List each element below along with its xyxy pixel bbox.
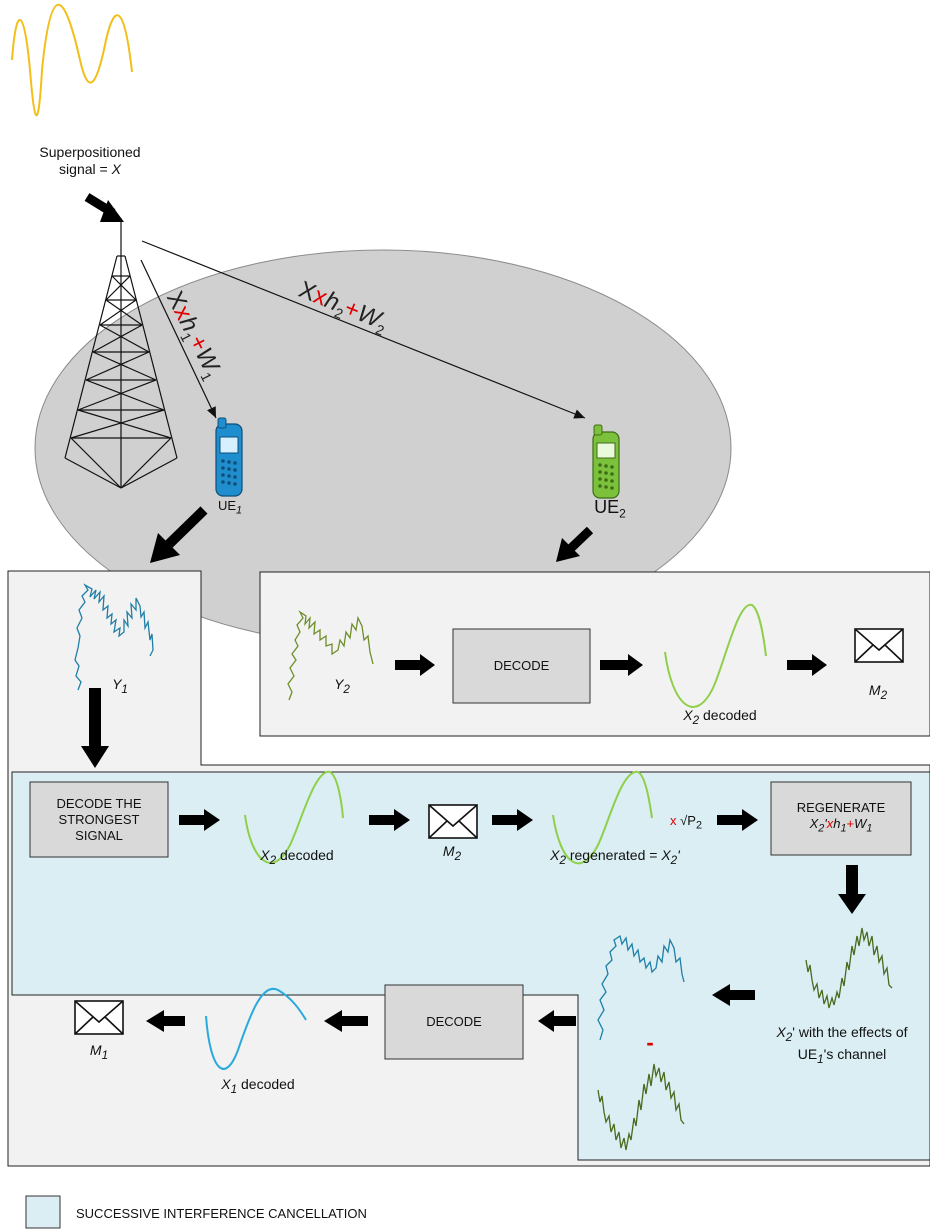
- m2-label-sic: M2: [442, 843, 462, 863]
- envelope-icon: [74, 1000, 124, 1035]
- arrow-to-regenerate: [717, 809, 758, 831]
- arrow-regenerate-down: [838, 865, 866, 914]
- x2-channel-copy-wave: [597, 1063, 685, 1151]
- y1-received-wave: [74, 583, 154, 691]
- envelope-icon: [428, 804, 478, 839]
- ue2-decode-label: DECODE: [493, 658, 550, 673]
- link-to-ue2: [141, 240, 586, 419]
- arrow-y1-to-sic: [81, 688, 109, 768]
- decode-strongest-box: [29, 781, 169, 858]
- ue1-label: UE1: [217, 498, 243, 517]
- x2-regenerated-label: X2 regenerated = X2': [550, 847, 680, 867]
- bottom-decode-label: DECODE: [426, 1014, 482, 1029]
- x2-decoded-wave-sic: [244, 770, 344, 864]
- y1-label: Y1: [112, 676, 128, 696]
- x1-decoded-label: X1 decoded: [221, 1076, 295, 1096]
- x2-decoded-wave-ue2: [664, 603, 767, 708]
- arrow-effects-to-subtract: [712, 984, 755, 1006]
- m1-label: M1: [89, 1042, 109, 1062]
- base-station-tower: [64, 218, 178, 489]
- sic-panel: [11, 771, 930, 1161]
- subtract-sign: -: [646, 1030, 654, 1055]
- legend-swatch: [25, 1195, 61, 1229]
- arrow-ue2-to-panel: [556, 526, 594, 562]
- arrow-subtract-to-decode: [538, 1010, 576, 1032]
- arrow-ue1-to-panel: [150, 506, 208, 563]
- superpositioned-signal-wave: [11, 4, 133, 116]
- y1-copy-wave: [597, 934, 685, 1041]
- ue2-panel: [259, 571, 930, 737]
- x1-decoded-wave: [205, 987, 307, 1070]
- y2-label: Y2: [334, 676, 350, 696]
- x2-decoded-label-sic: X2 decoded: [260, 847, 334, 867]
- power-scaling-label: x √P2: [670, 813, 702, 832]
- arrow-x2-to-m2: [787, 654, 827, 676]
- x2-effects-label: X2' with the effects of UE1's channel: [776, 1024, 908, 1066]
- ue2-label: UE2: [594, 497, 626, 521]
- arrow-y2-to-decode: [395, 654, 435, 676]
- arrow-x2-to-m2-sic: [369, 809, 410, 831]
- arrow-decode-to-x1: [324, 1010, 368, 1032]
- arrow-x1-to-m1: [146, 1010, 185, 1032]
- x2-with-channel-wave: [805, 927, 893, 1009]
- bottom-decode-box: [384, 984, 524, 1060]
- ue2-decode-box: [452, 628, 591, 704]
- arrow-signal-to-tower: [84, 193, 124, 222]
- arrow-decode-to-x2-sic: [179, 809, 220, 831]
- m2-label-ue2: M2: [868, 682, 888, 702]
- ue1-phone: [215, 417, 243, 497]
- decode-strongest-label: DECODE THE STRONGEST SIGNAL: [56, 795, 142, 843]
- x2-regenerated-wave: [552, 770, 653, 865]
- arrow-decode-to-x2: [600, 654, 643, 676]
- legend-label: SUCCESSIVE INTERFERENCE CANCELLATION: [76, 1206, 367, 1221]
- superpositioned-label: Superpositioned signal = X: [39, 144, 141, 177]
- envelope-icon: [854, 628, 904, 663]
- regenerate-box: [770, 781, 912, 856]
- x2-decoded-label-ue2: X2 decoded: [683, 707, 757, 727]
- arrow-m2-to-regen: [492, 809, 533, 831]
- link-to-ue1: [140, 259, 217, 419]
- regenerate-label: REGENERATE X2'xh1+W1: [796, 800, 886, 835]
- y2-received-wave: [287, 610, 374, 701]
- ue2-phone: [592, 424, 620, 499]
